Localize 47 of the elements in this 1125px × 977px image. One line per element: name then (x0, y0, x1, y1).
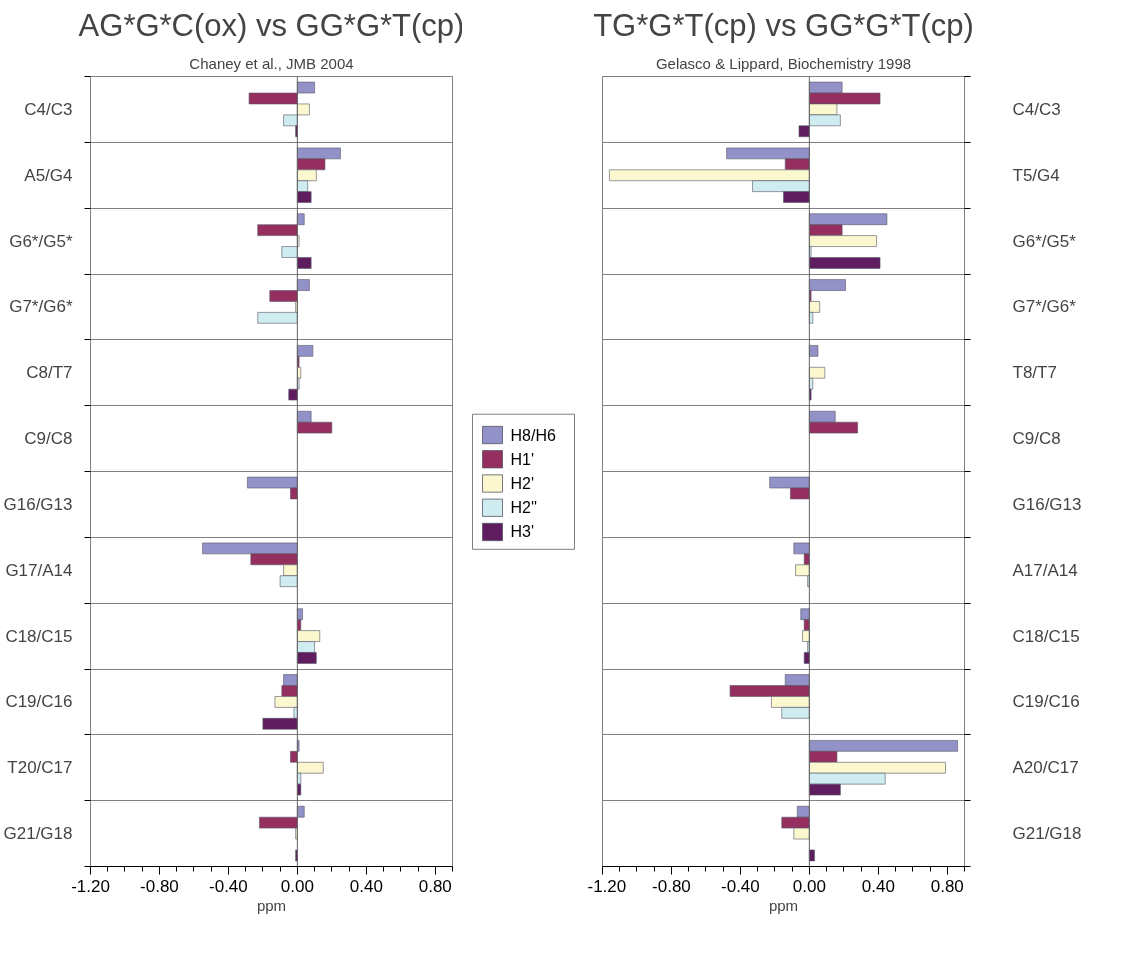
y-tick-label: G6*/G5* (9, 231, 73, 251)
chart-subtitle: Gelasco & Lippard, Biochemistry 1998 (655, 54, 912, 72)
y-tick-label: T8/T7 (1012, 363, 1057, 383)
x-tick-label: -1.20 (587, 876, 627, 896)
y-tick-label: A20/C17 (1012, 758, 1079, 778)
y-tick-label: G7*/G6* (1012, 297, 1077, 317)
y-tick-label: G16/G13 (3, 494, 73, 514)
y-tick-label: C18/C15 (5, 626, 73, 646)
x-axis-title: ppm (256, 896, 287, 914)
x-tick-label: 0.80 (930, 876, 964, 896)
y-tick-label: C19/C16 (5, 692, 73, 712)
chart-title: AG*G*C(ox) vs GG*G*T(cp) (78, 7, 465, 43)
y-tick-label: A5/G4 (24, 165, 73, 185)
y-tick-label: T5/G4 (1012, 165, 1060, 185)
x-tick-label: -0.40 (721, 876, 760, 896)
x-axis-title: ppm (768, 896, 799, 914)
x-tick-label: 0.00 (792, 876, 826, 896)
y-tick-label: G6*/G5* (1012, 231, 1077, 251)
x-tick-label: 0.80 (418, 876, 452, 896)
y-tick-label: C4/C3 (1012, 99, 1061, 119)
x-tick-label: 0.40 (349, 876, 383, 896)
y-tick-label: C19/C16 (1012, 692, 1080, 712)
x-tick-label: 0.40 (861, 876, 895, 896)
y-tick-label: C8/T7 (26, 363, 73, 383)
legend-label: H3' (510, 523, 535, 541)
y-tick-label: G17/A14 (5, 560, 73, 580)
y-tick-label: C9/C8 (1012, 429, 1061, 449)
legend-label: H2'' (510, 499, 538, 517)
y-tick-label: G21/G18 (3, 824, 73, 844)
y-tick-label: C9/C8 (24, 429, 73, 449)
y-tick-label: C4/C3 (24, 99, 73, 119)
x-tick-label: -1.20 (71, 876, 110, 896)
x-tick-label: -0.80 (652, 876, 691, 896)
y-tick-label: G7*/G6* (9, 297, 73, 317)
legend-label: H8/H6 (510, 426, 556, 444)
chart-subtitle: Chaney et al., JMB 2004 (189, 54, 354, 72)
y-tick-label: T20/C17 (7, 758, 73, 778)
x-tick-label: -0.80 (140, 876, 179, 896)
chart-title: TG*G*T(cp) vs GG*G*T(cp) (593, 7, 974, 43)
y-tick-label: G21/G18 (1012, 824, 1082, 844)
x-tick-label: -0.40 (209, 876, 248, 896)
y-tick-label: C18/C15 (1012, 626, 1080, 646)
legend-label: H1' (510, 450, 535, 468)
x-tick-label: 0.00 (280, 876, 314, 896)
y-tick-label: A17/A14 (1012, 560, 1078, 580)
y-tick-label: G16/G13 (1012, 494, 1082, 514)
legend-label: H2' (510, 475, 535, 492)
